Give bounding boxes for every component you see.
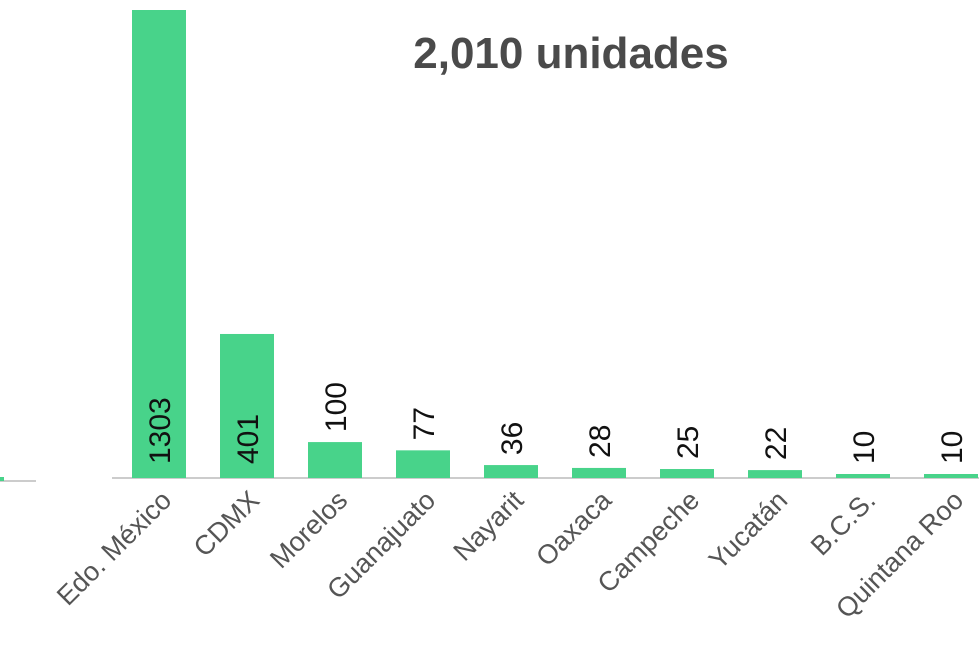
category-label-4: Nayarit — [448, 485, 530, 567]
value-label-7: 22 — [760, 427, 793, 460]
bar-6 — [660, 469, 714, 478]
category-label-8: B.C.S. — [805, 485, 881, 561]
value-label-5: 28 — [584, 425, 617, 458]
category-label-0: Edo. México — [51, 485, 177, 611]
category-label-7: Yucatán — [703, 485, 793, 575]
bar-2 — [308, 442, 362, 478]
category-label-1: CDMX — [188, 485, 265, 562]
category-label-5: Oaxaca — [530, 484, 618, 572]
bars-group — [132, 10, 978, 478]
bar-0 — [132, 10, 186, 478]
value-label-9: 10 — [936, 431, 969, 464]
bar-5 — [572, 467, 626, 478]
value-label-2: 100 — [320, 382, 353, 432]
value-labels-group: 1303 401 100 77 36 28 25 22 10 10 — [144, 382, 969, 464]
bar-4 — [484, 465, 538, 478]
bar-7 — [748, 470, 802, 478]
bar-8 — [836, 474, 890, 478]
value-label-1: 401 — [232, 414, 265, 464]
category-label-2: Morelos — [264, 485, 353, 574]
value-label-8: 10 — [848, 431, 881, 464]
chart-title: 2,010 unidades — [413, 29, 728, 78]
value-label-0: 1303 — [144, 397, 177, 464]
adjacent-chart-bar — [0, 477, 4, 481]
bar-3 — [396, 450, 450, 478]
value-label-4: 36 — [496, 422, 529, 455]
value-label-6: 25 — [672, 426, 705, 459]
value-label-3: 77 — [408, 407, 441, 440]
bar-9 — [924, 474, 978, 478]
bar-1 — [220, 333, 274, 478]
